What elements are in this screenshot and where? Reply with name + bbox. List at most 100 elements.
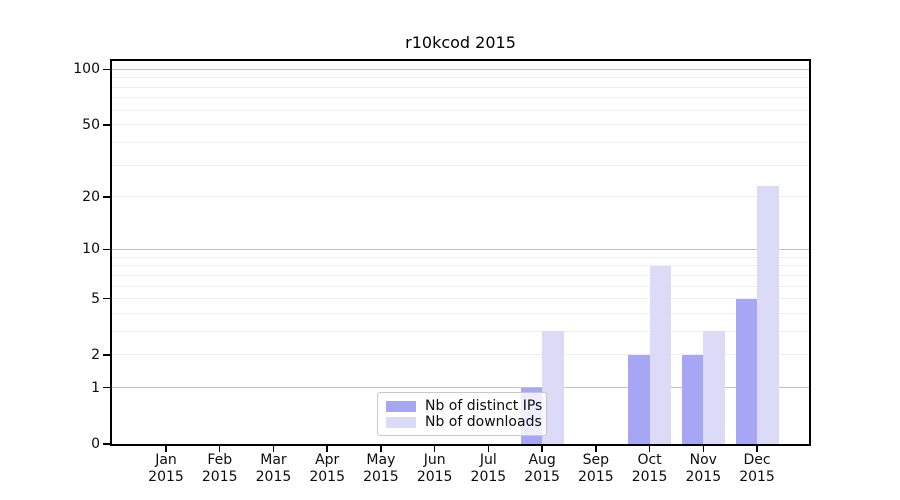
y-tick-label: 1 — [91, 379, 100, 396]
x-tick-year: 2015 — [201, 469, 238, 485]
y-tick-mark — [103, 386, 111, 389]
minor-gridline — [112, 124, 809, 126]
bar-downloads — [757, 186, 779, 444]
y-tick-mark — [103, 124, 111, 126]
x-tick-mark — [380, 446, 382, 452]
minor-gridline — [112, 164, 809, 166]
minor-gridline — [112, 196, 809, 198]
x-tick-mark — [326, 446, 328, 452]
y-tick-label: 50 — [82, 116, 100, 133]
y-tick-label: 10 — [82, 241, 100, 258]
y-tick-label: 5 — [91, 290, 100, 307]
y-tick-mark — [103, 354, 111, 356]
bar-distinct-ips — [628, 354, 650, 444]
x-tick-month: May — [366, 452, 396, 468]
plot-area — [110, 59, 811, 446]
x-tick-label: Nov 2015 — [675, 452, 731, 486]
x-tick-year: 2015 — [685, 469, 722, 485]
minor-gridline — [112, 77, 809, 79]
x-tick-mark — [648, 446, 651, 452]
x-tick-month: Oct — [637, 452, 662, 468]
x-tick-label: Jul 2015 — [460, 452, 516, 486]
bar-distinct-ips — [681, 354, 704, 444]
x-tick-year: 2015 — [309, 469, 345, 485]
x-tick-year: 2015 — [148, 469, 184, 485]
y-tick-label: 100 — [73, 61, 100, 78]
x-tick-month: Nov — [689, 452, 717, 468]
bar-downloads — [542, 331, 564, 444]
y-tick-mark — [103, 443, 111, 445]
x-tick-month: Mar — [260, 452, 287, 468]
x-tick-mark — [165, 446, 167, 452]
x-tick-mark — [541, 446, 543, 452]
x-tick-mark — [433, 446, 436, 452]
legend-entry: Nb of downloads — [386, 414, 542, 430]
x-tick-month: Aug — [528, 452, 556, 468]
x-tick-month: Apr — [315, 452, 340, 468]
legend-swatch — [386, 400, 416, 412]
y-tick-label: 0 — [91, 436, 100, 452]
minor-gridline — [112, 109, 809, 111]
minor-gridline — [112, 274, 809, 276]
legend-label: Nb of distinct IPs — [425, 398, 543, 414]
major-gridline — [112, 248, 809, 250]
bar-distinct-ips — [735, 298, 758, 444]
x-tick-mark — [702, 446, 705, 452]
bar-downloads — [649, 265, 672, 444]
x-tick-year: 2015 — [524, 469, 560, 485]
minor-gridline — [112, 97, 809, 99]
y-tick-mark — [103, 297, 111, 300]
minor-gridline — [112, 354, 809, 356]
major-gridline — [112, 387, 809, 389]
x-tick-year: 2015 — [255, 469, 292, 485]
x-tick-year: 2015 — [470, 469, 507, 485]
x-tick-label: Apr 2015 — [299, 452, 355, 486]
x-tick-mark — [218, 446, 221, 452]
x-tick-mark — [487, 446, 490, 452]
x-tick-year: 2015 — [739, 469, 775, 485]
x-tick-mark — [272, 446, 275, 452]
x-tick-label: Jun 2015 — [407, 452, 463, 486]
minor-gridline — [112, 256, 809, 258]
x-tick-month: Dec — [743, 452, 771, 468]
minor-gridline — [112, 86, 809, 88]
x-tick-year: 2015 — [631, 469, 668, 485]
x-tick-label: Mar 2015 — [245, 452, 301, 486]
minor-gridline — [112, 330, 809, 332]
x-tick-mark — [595, 446, 597, 452]
legend-swatch — [386, 416, 416, 428]
minor-gridline — [112, 312, 809, 314]
x-tick-year: 2015 — [578, 469, 614, 485]
y-tick-label: 2 — [91, 346, 100, 363]
major-gridline — [112, 68, 809, 70]
x-tick-label: May 2015 — [353, 452, 409, 486]
x-tick-year: 2015 — [416, 469, 453, 485]
y-tick-label: 20 — [82, 188, 100, 205]
minor-gridline — [112, 285, 809, 287]
x-tick-label: Oct 2015 — [622, 452, 678, 486]
legend-label: Nb of downloads — [425, 414, 542, 430]
x-tick-year: 2015 — [363, 469, 399, 485]
x-tick-month: Jan — [155, 452, 177, 468]
legend-entry: Nb of distinct IPs — [386, 398, 542, 414]
x-tick-label: Sep 2015 — [568, 452, 624, 486]
bar-downloads — [703, 331, 725, 444]
legend: Nb of distinct IPs Nb of downloads — [377, 392, 547, 436]
x-tick-month: Jul — [479, 452, 497, 468]
x-tick-label: Jan 2015 — [138, 452, 194, 486]
x-tick-label: Feb 2015 — [192, 452, 248, 486]
x-tick-month: Jun — [423, 452, 446, 468]
y-tick-mark — [103, 248, 111, 251]
x-tick-mark — [756, 446, 758, 452]
x-tick-label: Dec 2015 — [729, 452, 785, 486]
minor-gridline — [112, 265, 809, 267]
x-tick-label: Aug 2015 — [514, 452, 570, 486]
y-tick-mark — [103, 68, 111, 71]
minor-gridline — [112, 298, 809, 300]
x-tick-month: Sep — [582, 452, 610, 468]
minor-gridline — [112, 142, 809, 144]
x-tick-month: Feb — [207, 452, 233, 468]
chart-title: r10kcod 2015 — [405, 33, 516, 52]
y-tick-mark — [103, 196, 111, 198]
